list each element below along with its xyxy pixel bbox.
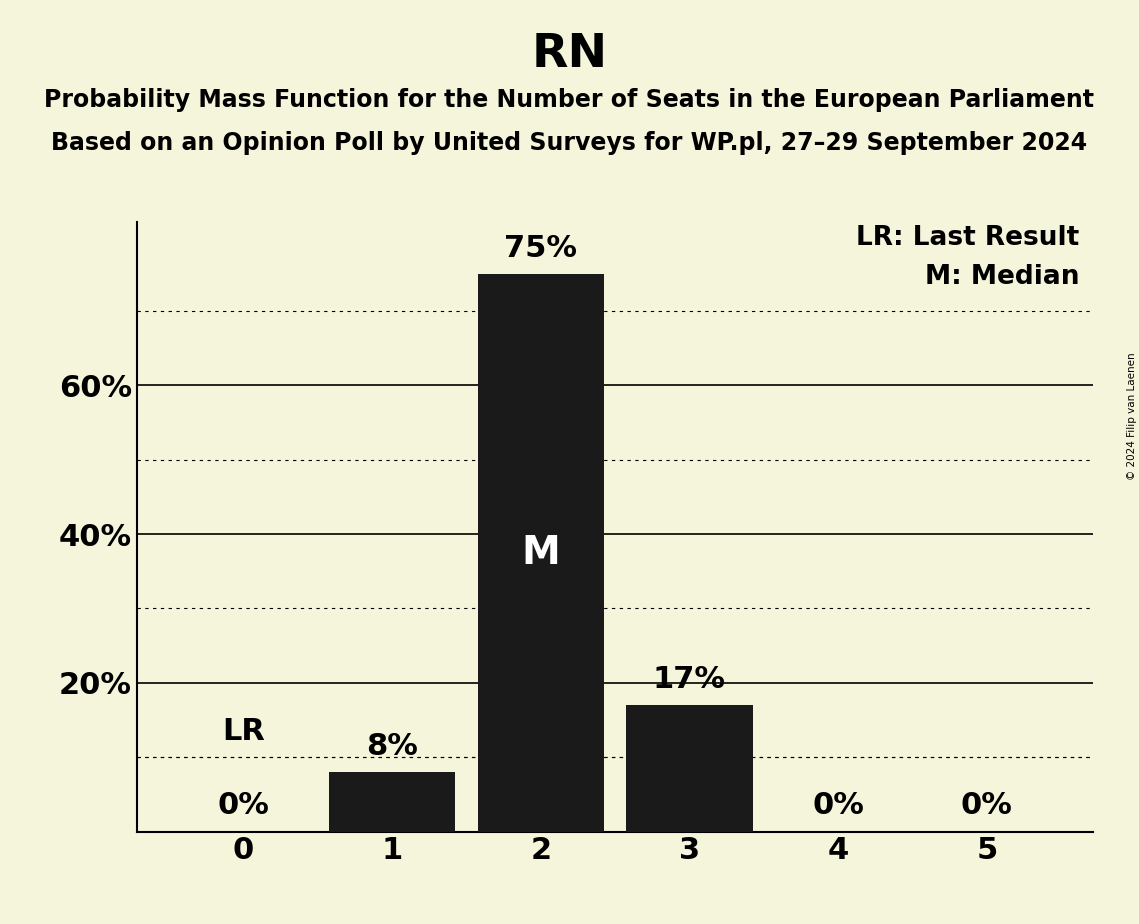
Text: M: Median: M: Median [925,264,1079,290]
Bar [329,772,456,832]
Text: M: M [522,534,560,572]
Text: 0%: 0% [218,792,269,821]
Text: 0%: 0% [812,792,865,821]
Text: Probability Mass Function for the Number of Seats in the European Parliament: Probability Mass Function for the Number… [44,88,1095,112]
Text: 8%: 8% [366,732,418,761]
Text: 75%: 75% [505,234,577,262]
Text: © 2024 Filip van Laenen: © 2024 Filip van Laenen [1126,352,1137,480]
Bar [626,705,753,832]
Text: LR: Last Result: LR: Last Result [855,225,1079,250]
Bar [477,274,604,832]
Text: 0%: 0% [961,792,1013,821]
Text: Based on an Opinion Poll by United Surveys for WP.pl, 27–29 September 2024: Based on an Opinion Poll by United Surve… [51,131,1088,155]
Text: LR: LR [222,717,264,746]
Text: RN: RN [532,32,607,78]
Text: 17%: 17% [653,665,726,694]
